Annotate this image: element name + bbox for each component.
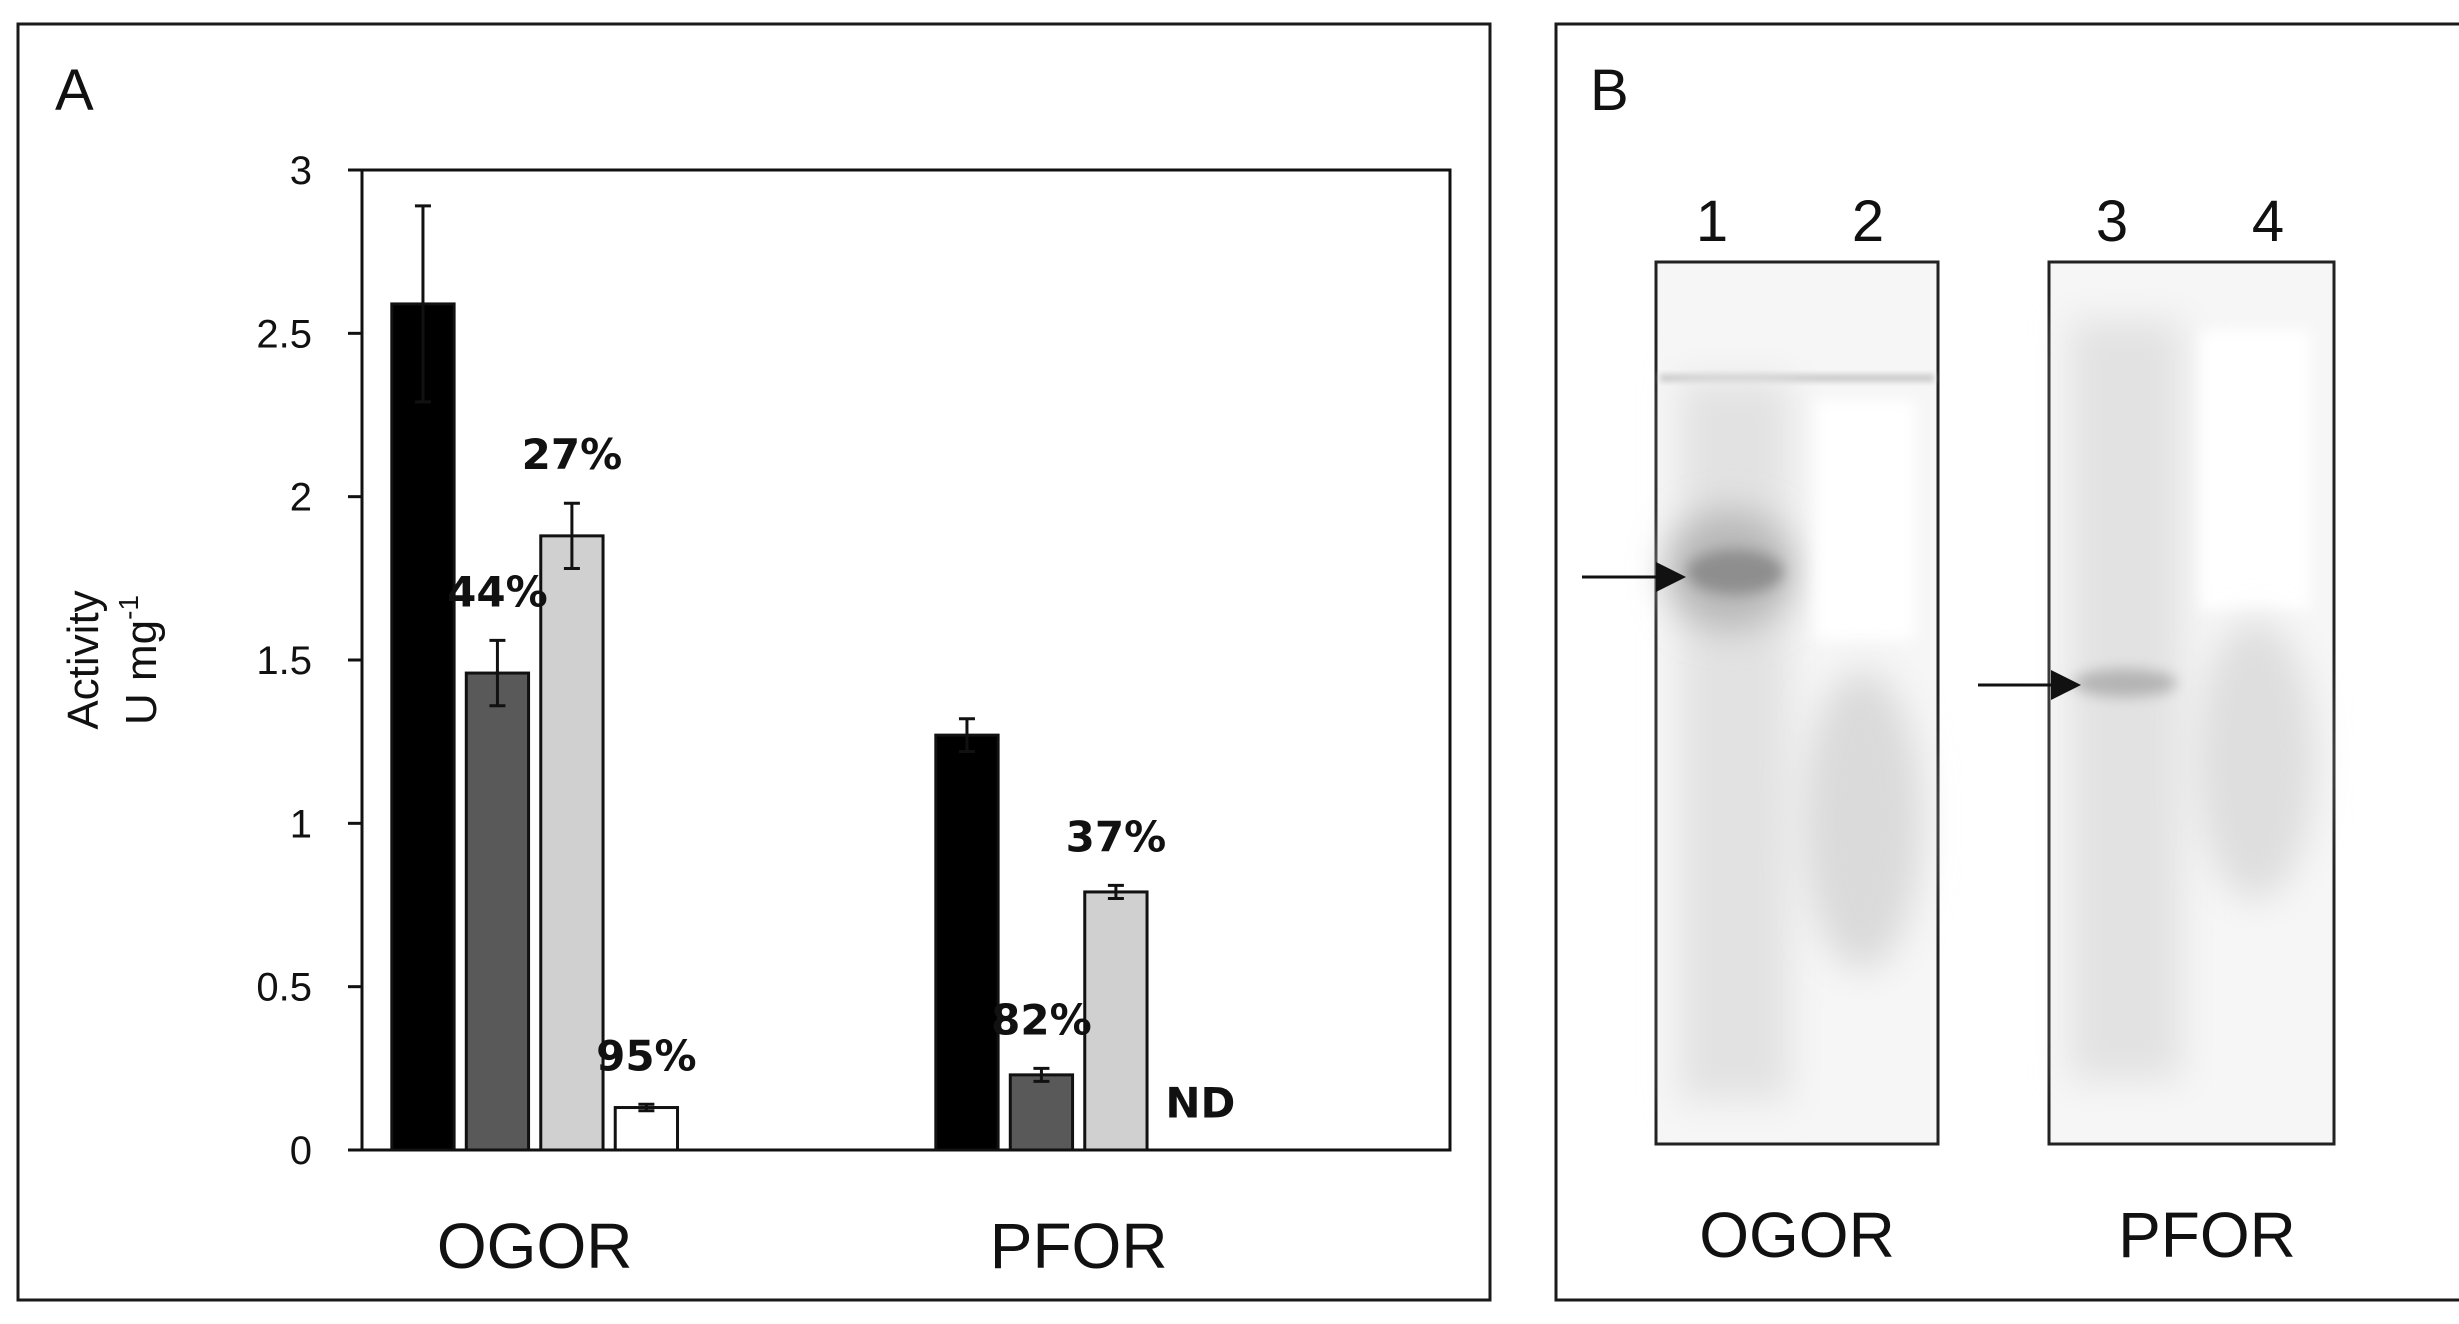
bars — [390, 302, 1149, 1152]
gel-label-ogor: OGOR — [1699, 1199, 1895, 1271]
data-label: ND — [1165, 1078, 1235, 1127]
gel-ogor-well-line — [1660, 374, 1934, 382]
lane-2-clear-zone — [1815, 400, 1915, 640]
y-tick-label: 1.5 — [256, 639, 312, 683]
y-tick-label: 2.5 — [256, 312, 312, 356]
bar — [539, 534, 605, 1152]
bar — [934, 733, 1000, 1152]
lane-4-clear-zone — [2200, 330, 2310, 610]
lane-3-smear — [2070, 320, 2182, 1080]
bar — [613, 1106, 680, 1152]
lane-4-smear — [2195, 620, 2315, 900]
data-label: 95% — [596, 1031, 697, 1080]
category-label: PFOR — [990, 1210, 1168, 1282]
bar — [1083, 890, 1149, 1152]
y-tick-label: 1 — [290, 802, 312, 846]
panel-a-letter: A — [55, 58, 94, 123]
data-label: 37% — [1066, 812, 1167, 861]
y-axis-title-line1: Activity — [59, 590, 108, 729]
data-label: 27% — [522, 430, 623, 479]
gel-ogor: 1 2 OGOR — [1582, 189, 1940, 1271]
y-axis-unit-exponent: -1 — [113, 595, 144, 620]
y-axis-unit: U mg — [117, 620, 166, 725]
data-label: 82% — [991, 995, 1092, 1044]
lane-2-smear — [1802, 670, 1922, 970]
lane-number-3: 3 — [2096, 189, 2128, 254]
error-bars — [414, 204, 1124, 1113]
y-axis-title: Activity U mg-1 — [59, 590, 166, 729]
bar — [464, 671, 531, 1152]
panel-a: A Activity U mg-1 0 0.5 1 1.5 2 2.5 3 44% 27% 95… — [16, 22, 1492, 1302]
y-axis-ticks: 0 0.5 1 1.5 2 2.5 3 — [256, 149, 362, 1173]
gel-label-pfor: PFOR — [2118, 1199, 2296, 1271]
panel-b: B 1 2 OGOR — [1554, 22, 2459, 1302]
lane-number-2: 2 — [1852, 189, 1884, 254]
lane-3-band — [2073, 669, 2177, 697]
y-tick-label: 2 — [290, 476, 312, 520]
category-label: OGOR — [437, 1210, 633, 1282]
lane-1-band-core — [1687, 550, 1783, 594]
bar — [1008, 1073, 1075, 1152]
y-tick-label: 0.5 — [256, 966, 312, 1010]
data-label: 44% — [447, 567, 548, 616]
bar — [390, 302, 456, 1152]
lane-number-1: 1 — [1696, 189, 1728, 254]
category-labels: OGOR PFOR — [437, 1210, 1168, 1282]
panel-b-letter: B — [1590, 58, 1629, 123]
lane-1-smear — [1680, 380, 1790, 1100]
gel-pfor: 3 4 PFOR — [1978, 189, 2336, 1271]
y-tick-label: 0 — [290, 1129, 312, 1173]
y-tick-label: 3 — [290, 149, 312, 193]
data-labels: 44% 27% 95% 82% 37% ND — [447, 430, 1235, 1127]
lane-number-4: 4 — [2252, 189, 2284, 254]
y-axis-title-line2: U mg-1 — [113, 595, 166, 725]
